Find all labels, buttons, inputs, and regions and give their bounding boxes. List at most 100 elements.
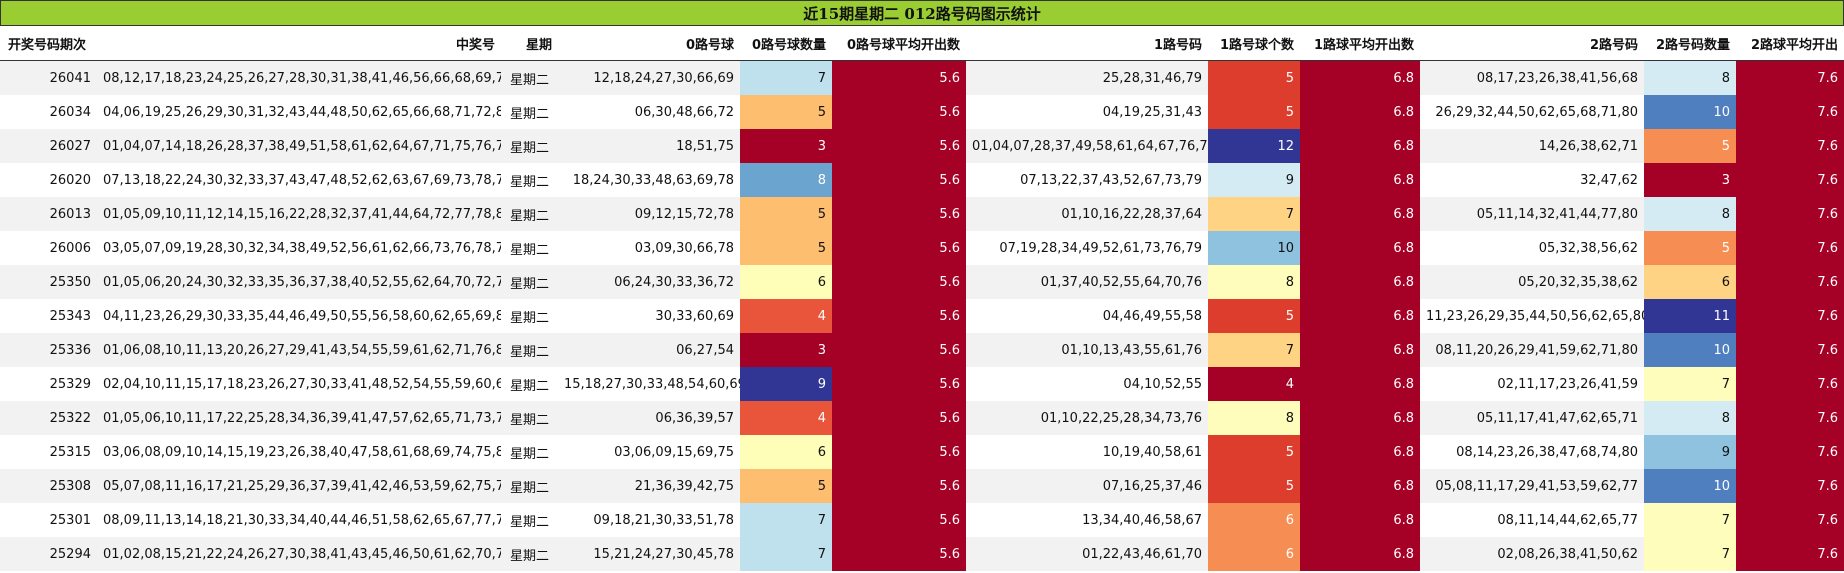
cell-route2-avg: 7.6 xyxy=(1736,60,1844,95)
cell-route0-avg: 5.6 xyxy=(832,435,966,469)
cell-route0: 06,27,54 xyxy=(558,333,740,367)
table-row: 25336 01,06,08,10,11,13,20,26,27,29,41,43… xyxy=(0,333,1844,367)
col-header-route0: 0路号球 xyxy=(558,26,740,61)
cell-weekday: 星期二 xyxy=(501,537,558,571)
cell-numbers: 01,06,08,10,11,13,20,26,27,29,41,43,54,5… xyxy=(97,333,501,367)
cell-route0-count: 3 xyxy=(740,333,832,367)
cell-route1-avg: 6.8 xyxy=(1300,163,1420,197)
table-row: 25301 08,09,11,13,14,18,21,30,33,34,40,44… xyxy=(0,503,1844,537)
table-row: 25308 05,07,08,11,16,17,21,25,29,36,37,39… xyxy=(0,469,1844,503)
cell-route0: 21,36,39,42,75 xyxy=(558,469,740,503)
cell-route2-count: 5 xyxy=(1644,129,1736,163)
cell-route1: 01,10,13,43,55,61,76 xyxy=(966,333,1208,367)
cell-route1-count: 6 xyxy=(1208,537,1300,571)
cell-weekday: 星期二 xyxy=(501,129,558,163)
cell-route2: 05,08,11,17,29,41,53,59,62,77 xyxy=(1420,469,1644,503)
cell-numbers: 01,05,09,10,11,12,14,15,16,22,28,32,37,4… xyxy=(97,197,501,231)
cell-route2-avg: 7.6 xyxy=(1736,129,1844,163)
col-header-period: 开奖号码期次 xyxy=(0,26,97,61)
cell-route2: 26,29,32,44,50,62,65,68,71,80 xyxy=(1420,95,1644,129)
cell-weekday: 星期二 xyxy=(501,469,558,503)
cell-weekday: 星期二 xyxy=(501,503,558,537)
cell-route1-avg: 6.8 xyxy=(1300,401,1420,435)
cell-numbers: 04,11,23,26,29,30,33,35,44,46,49,50,55,5… xyxy=(97,299,501,333)
cell-route1-count: 6 xyxy=(1208,503,1300,537)
cell-route2: 08,11,14,44,62,65,77 xyxy=(1420,503,1644,537)
cell-route2-count: 8 xyxy=(1644,197,1736,231)
cell-weekday: 星期二 xyxy=(501,367,558,401)
cell-route1-avg: 6.8 xyxy=(1300,265,1420,299)
cell-route0: 03,06,09,15,69,75 xyxy=(558,435,740,469)
cell-numbers: 03,05,07,09,19,28,30,32,34,38,49,52,56,6… xyxy=(97,231,501,265)
cell-route0-count: 5 xyxy=(740,231,832,265)
table-row: 25350 01,05,06,20,24,30,32,33,35,36,37,38… xyxy=(0,265,1844,299)
cell-route1-count: 8 xyxy=(1208,265,1300,299)
cell-route1: 07,19,28,34,49,52,61,73,76,79 xyxy=(966,231,1208,265)
table-row: 25322 01,05,06,10,11,17,22,25,28,34,36,39… xyxy=(0,401,1844,435)
table-row: 26020 07,13,18,22,24,30,32,33,37,43,47,48… xyxy=(0,163,1844,197)
cell-route0: 06,30,48,66,72 xyxy=(558,95,740,129)
cell-route1: 01,37,40,52,55,64,70,76 xyxy=(966,265,1208,299)
cell-route2: 05,11,14,32,41,44,77,80 xyxy=(1420,197,1644,231)
cell-weekday: 星期二 xyxy=(501,95,558,129)
cell-weekday: 星期二 xyxy=(501,163,558,197)
cell-period: 26013 xyxy=(0,197,97,231)
cell-route1: 01,10,22,25,28,34,73,76 xyxy=(966,401,1208,435)
table-row: 25315 03,06,08,09,10,14,15,19,23,26,38,40… xyxy=(0,435,1844,469)
col-header-route0-avg: 0路号球平均开出数 xyxy=(832,26,966,61)
cell-route0-avg: 5.6 xyxy=(832,401,966,435)
cell-route0: 09,18,21,30,33,51,78 xyxy=(558,503,740,537)
cell-numbers: 02,04,10,11,15,17,18,23,26,27,30,33,41,4… xyxy=(97,367,501,401)
cell-route0-count: 9 xyxy=(740,367,832,401)
cell-route2: 14,26,38,62,71 xyxy=(1420,129,1644,163)
cell-route1-count: 10 xyxy=(1208,231,1300,265)
cell-route2-count: 7 xyxy=(1644,503,1736,537)
cell-route0-avg: 5.6 xyxy=(832,537,966,571)
cell-route2-count: 5 xyxy=(1644,231,1736,265)
col-header-route1-avg: 1路球平均开出数 xyxy=(1300,26,1420,61)
cell-route1-count: 7 xyxy=(1208,197,1300,231)
cell-route0: 09,12,15,72,78 xyxy=(558,197,740,231)
cell-route0-avg: 5.6 xyxy=(832,163,966,197)
cell-period: 25308 xyxy=(0,469,97,503)
cell-route0-avg: 5.6 xyxy=(832,333,966,367)
table-row: 25294 01,02,08,15,21,22,24,26,27,30,38,41… xyxy=(0,537,1844,571)
cell-route0-count: 6 xyxy=(740,265,832,299)
cell-route2-count: 11 xyxy=(1644,299,1736,333)
cell-route2-avg: 7.6 xyxy=(1736,435,1844,469)
col-header-route1: 1路号码 xyxy=(966,26,1208,61)
cell-numbers: 04,06,19,25,26,29,30,31,32,43,44,48,50,6… xyxy=(97,95,501,129)
cell-route1-avg: 6.8 xyxy=(1300,367,1420,401)
cell-route1-avg: 6.8 xyxy=(1300,60,1420,95)
cell-route2-count: 6 xyxy=(1644,265,1736,299)
cell-route0: 18,24,30,33,48,63,69,78 xyxy=(558,163,740,197)
cell-weekday: 星期二 xyxy=(501,401,558,435)
cell-route1-avg: 6.8 xyxy=(1300,435,1420,469)
cell-route1-count: 12 xyxy=(1208,129,1300,163)
cell-route0-avg: 5.6 xyxy=(832,469,966,503)
cell-weekday: 星期二 xyxy=(501,60,558,95)
table-row: 26034 04,06,19,25,26,29,30,31,32,43,44,48… xyxy=(0,95,1844,129)
cell-route0: 06,24,30,33,36,72 xyxy=(558,265,740,299)
cell-weekday: 星期二 xyxy=(501,435,558,469)
cell-numbers: 08,09,11,13,14,18,21,30,33,34,40,44,46,5… xyxy=(97,503,501,537)
cell-route2-avg: 7.6 xyxy=(1736,163,1844,197)
cell-period: 26020 xyxy=(0,163,97,197)
cell-route1-avg: 6.8 xyxy=(1300,197,1420,231)
cell-route0: 15,18,27,30,33,48,54,60,69 xyxy=(558,367,740,401)
col-header-route2-avg: 2路球平均开出 xyxy=(1736,26,1844,61)
cell-route2-count: 9 xyxy=(1644,435,1736,469)
col-header-route2: 2路号码 xyxy=(1420,26,1644,61)
cell-period: 26034 xyxy=(0,95,97,129)
cell-route1: 01,10,16,22,28,37,64 xyxy=(966,197,1208,231)
cell-route1-avg: 6.8 xyxy=(1300,95,1420,129)
cell-route2: 32,47,62 xyxy=(1420,163,1644,197)
table-row: 25343 04,11,23,26,29,30,33,35,44,46,49,50… xyxy=(0,299,1844,333)
cell-route1-count: 9 xyxy=(1208,163,1300,197)
table-row: 26041 08,12,17,18,23,24,25,26,27,28,30,31… xyxy=(0,60,1844,95)
cell-route2-avg: 7.6 xyxy=(1736,503,1844,537)
cell-route0-avg: 5.6 xyxy=(832,265,966,299)
cell-route2-count: 10 xyxy=(1644,333,1736,367)
cell-route1-count: 5 xyxy=(1208,469,1300,503)
cell-period: 25336 xyxy=(0,333,97,367)
